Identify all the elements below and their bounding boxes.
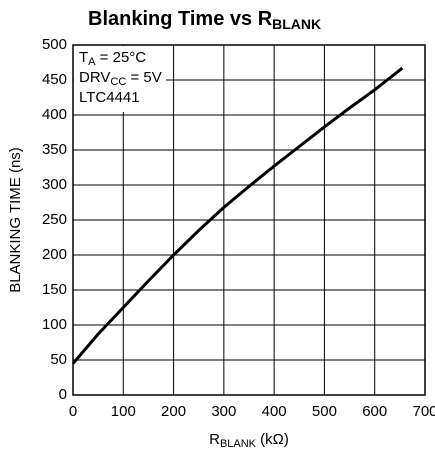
text-part: = 5V: [126, 69, 161, 86]
x-tick-label: 100: [111, 403, 136, 420]
y-tick-label: 450: [42, 71, 67, 88]
annotation: DRVCC = 5V: [79, 69, 162, 88]
text-part: Blanking Time vs R: [88, 8, 273, 30]
x-axis-label: RBLANK (kΩ): [209, 431, 289, 450]
text-part: (kΩ): [256, 431, 289, 448]
x-tick-label: 700: [412, 403, 435, 420]
y-tick-label: 200: [42, 246, 67, 263]
y-tick-label: 500: [42, 36, 67, 53]
subscript: CC: [110, 76, 126, 88]
chart-title: Blanking Time vs RBLANK: [88, 8, 321, 31]
y-tick-label: 350: [42, 141, 67, 158]
x-tick-label: 300: [211, 403, 236, 420]
y-tick-label: 0: [59, 386, 67, 403]
x-tick-label: 600: [362, 403, 387, 420]
annotation: TA = 25°C: [79, 49, 146, 68]
y-tick-label: 250: [42, 211, 67, 228]
subscript: BLANK: [220, 438, 257, 450]
subscript: A: [88, 56, 96, 68]
y-axis-label: BLANKING TIME (ns): [7, 147, 24, 293]
text-part: DRV: [79, 69, 110, 86]
annotation-background: [74, 46, 166, 112]
x-tick-label: 200: [161, 403, 186, 420]
y-tick-label: 50: [50, 351, 67, 368]
y-tick-label: 300: [42, 176, 67, 193]
y-tick-label: 400: [42, 106, 67, 123]
y-tick-label: 100: [42, 316, 67, 333]
text-part: LTC4441: [79, 89, 140, 106]
plot-border: [72, 44, 426, 396]
annotation: LTC4441: [79, 89, 140, 106]
text-part: = 25°C: [96, 49, 147, 66]
x-tick-label: 400: [262, 403, 287, 420]
x-tick-label: 0: [69, 403, 77, 420]
text-part: T: [79, 49, 88, 66]
subscript: BLANK: [272, 16, 321, 32]
text-part: R: [209, 431, 220, 448]
y-tick-label: 150: [42, 281, 67, 298]
data-line: [71, 66, 404, 365]
x-tick-label: 500: [312, 403, 337, 420]
